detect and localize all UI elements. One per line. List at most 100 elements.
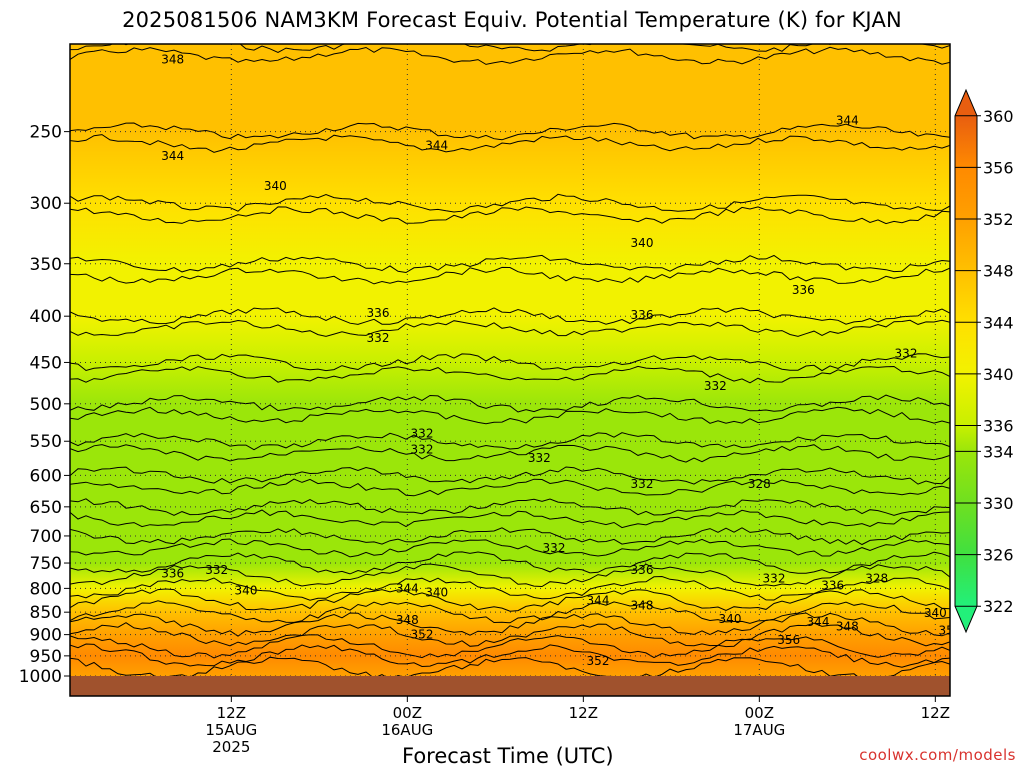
y-tick-label: 300 [30,194,62,214]
colorbar-label: 322 [983,597,1014,616]
contour-label: 336 [631,563,654,577]
y-tick-label: 600 [30,466,62,486]
contour-label: 352 [411,628,434,642]
y-tick-label: 900 [30,626,62,646]
contour-label: 340 [719,612,742,626]
x-tick-label: 17AUG [733,721,785,739]
colorbar-label: 334 [983,442,1014,461]
contour-line [70,588,950,612]
contour-label: 332 [205,563,228,577]
chart-title: 2025081506 NAM3KM Forecast Equiv. Potent… [122,8,902,32]
colorbar: 322 326 330 334 336 340 344 348 352 356 360 [954,88,1014,634]
ground-strip [70,676,950,696]
contour-line [70,600,950,624]
contour-label: 344 [807,615,830,629]
y-tick-label: 750 [30,554,62,574]
contour-label: 332 [411,443,434,457]
y-tick-label: 450 [30,353,62,373]
x-axis-label: Forecast Time (UTC) [402,744,614,768]
contour-line [70,538,950,558]
contour-line [70,365,950,384]
contour-label: 344 [396,581,419,595]
contour-label: 332 [763,571,786,585]
contour-label: 348 [631,599,654,613]
y-tick-label: 550 [30,432,62,452]
contour-lines [70,44,950,681]
colorbar-label: 340 [983,365,1014,384]
contour-label: 328 [748,477,771,491]
contour-label: 344 [836,113,859,127]
contour-labels: 348 344 344 344 340 340 336 336 336 332 332 332 332 3… [161,52,962,668]
contour-label: 336 [821,578,844,592]
contour-label: 344 [425,139,448,153]
contour-label: 332 [704,379,727,393]
contour-line [70,563,950,588]
y-tick-label: 1000 [19,667,62,687]
y-tick-label: 250 [30,123,62,143]
contour-line [70,478,950,497]
contour-line [70,575,950,601]
colorbar-label: 348 [983,262,1014,281]
contour-line [70,656,950,681]
contour-label: 332 [543,541,566,555]
contour-label: 344 [161,149,184,163]
contour-line [70,122,950,141]
contour-label: 332 [631,477,654,491]
x-tick-label: 00Z [393,704,422,722]
contour-label: 348 [396,613,419,627]
contour-line [70,622,950,647]
contour-line [70,551,950,575]
contour-label: 332 [411,426,434,440]
contour-label: 336 [792,283,815,297]
x-tick-label: 00Z [745,704,774,722]
contour-label: 352 [939,624,962,638]
y-axis: 250 300 350 400 450 500 550 600 650 700 750 800 850 9… [19,123,70,687]
x-tick-label: 12Z [921,704,950,722]
colorbar-label: 344 [983,313,1014,332]
contour-line [70,406,950,425]
colorbar-label: 356 [983,158,1014,177]
contour-label: 332 [895,347,918,361]
contour-label: 344 [587,593,610,607]
contour-label: 348 [161,52,184,66]
contour-label: 328 [865,571,888,585]
contour-label: 340 [631,236,654,250]
y-tick-label: 500 [30,395,62,415]
contour-line [70,44,950,53]
colorbar-label: 336 [983,417,1014,436]
contour-label: 336 [367,306,390,320]
contour-label: 332 [367,331,390,345]
contour-line [70,353,950,372]
x-tick-label: 2025 [212,738,250,756]
contour-label: 356 [777,633,800,647]
plot-area: 348 344 344 344 340 340 336 336 336 332 332 332 332 3… [70,44,962,696]
x-tick-label: 12Z [217,704,246,722]
colorbar-label: 326 [983,546,1014,565]
contour-line [70,432,950,451]
contour-label: 348 [836,620,859,634]
y-tick-label: 800 [30,579,62,599]
contour-label: 340 [235,583,258,597]
contour-line [70,319,950,337]
contour-line [70,509,950,529]
contour-line [70,643,950,668]
contour-line [70,254,950,274]
y-tick-label: 850 [30,603,62,623]
contour-label: 352 [587,654,610,668]
contour-label: 336 [631,308,654,322]
contour-line [70,266,950,285]
contour-line [70,46,950,65]
x-tick-label: 15AUG [205,721,257,739]
y-tick-label: 400 [30,307,62,327]
contour-line [70,527,950,546]
contour-line [70,206,950,225]
contour-line [70,466,950,485]
contour-line [70,634,950,659]
x-tick-label: 16AUG [381,721,433,739]
plot-frame [69,43,951,697]
contour-label: 340 [924,606,947,620]
contour-line [70,444,950,463]
contour-line [70,193,950,213]
